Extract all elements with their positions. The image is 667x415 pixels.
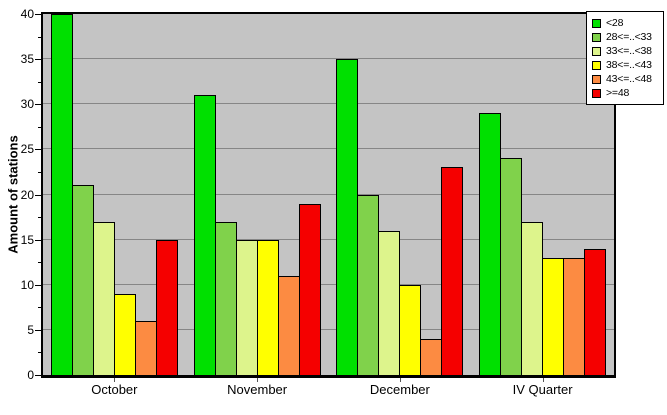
x-category-label-october: October [91, 382, 138, 397]
plot-area [41, 12, 616, 378]
gridline-15 [43, 238, 614, 240]
y-tick-minor [38, 217, 41, 219]
legend-item-0: <28 [592, 16, 660, 30]
x-tick [399, 378, 401, 382]
bar [500, 158, 523, 375]
legend-swatch-icon [592, 60, 601, 70]
y-tick-label-30: 30 [20, 97, 34, 112]
bar-group-iv-quarter [471, 14, 614, 375]
y-tick-label-25: 25 [20, 142, 34, 157]
bar [134, 320, 157, 375]
x-category-label-november: November [227, 382, 288, 397]
legend-swatch-icon [592, 88, 601, 98]
bar [113, 293, 136, 375]
bar [256, 239, 279, 375]
y-tick-major [35, 329, 41, 331]
y-tick-minor [38, 307, 41, 309]
bar [479, 113, 502, 375]
bar [92, 221, 115, 375]
legend-item-2: 33<=..<38 [592, 44, 660, 58]
y-tick-label-0: 0 [27, 368, 34, 382]
x-tick [542, 378, 544, 382]
bar-group-november [186, 14, 329, 375]
bar [50, 14, 73, 375]
bar [542, 257, 565, 375]
legend-item-3: 38<=..<43 [592, 58, 660, 72]
bar [420, 338, 443, 375]
gridline-35 [43, 58, 614, 60]
y-tick-major [35, 375, 41, 376]
bar [336, 59, 359, 375]
bar [563, 257, 586, 375]
legend-label: 43<=..<48 [606, 73, 652, 85]
x-tick [257, 378, 259, 382]
gridline-30 [43, 103, 614, 105]
legend-label: 38<=..<43 [606, 59, 652, 71]
y-tick-major [35, 284, 41, 286]
y-tick-major [35, 59, 41, 61]
x-category-label-december: December [369, 382, 430, 397]
bar [521, 221, 544, 375]
bar [71, 185, 94, 375]
y-tick-minor [38, 171, 41, 173]
legend-swatch-icon [592, 18, 601, 28]
bar [357, 194, 380, 375]
y-tick-label-20: 20 [20, 187, 34, 202]
y-tick-minor [38, 352, 41, 354]
bar [155, 239, 178, 375]
legend-label: 33<=..<38 [606, 45, 652, 57]
bar [235, 239, 258, 375]
bar-group-october [43, 14, 186, 375]
y-tick-label-35: 35 [20, 52, 34, 67]
y-tick-major [35, 104, 41, 106]
bar [399, 284, 422, 375]
legend-label: <28 [606, 17, 624, 29]
gridline-5 [43, 328, 614, 330]
y-tick-label-5: 5 [27, 322, 34, 337]
bar [214, 221, 237, 375]
legend-item-4: 43<=..<48 [592, 72, 660, 86]
legend-item-5: >=48 [592, 86, 660, 100]
gridline-10 [43, 283, 614, 285]
gridline-20 [43, 193, 614, 195]
bar [277, 275, 300, 375]
y-tick-minor [38, 81, 41, 83]
bar [193, 95, 216, 375]
legend-swatch-icon [592, 46, 601, 56]
y-tick-major [35, 149, 41, 151]
legend-item-1: 28<=..<33 [592, 30, 660, 44]
bar-groups [43, 14, 614, 375]
y-tick-label-10: 10 [20, 277, 34, 292]
legend: <28 28<=..<33 33<=..<38 38<=..<43 43<=..<48 >… [586, 11, 664, 105]
y-tick-minor [38, 262, 41, 264]
bar-group-december [329, 14, 472, 375]
y-tick-major [35, 239, 41, 241]
y-tick-major [35, 14, 41, 15]
y-tick-label-40: 40 [20, 7, 34, 21]
y-tick-minor [38, 36, 41, 38]
legend-swatch-icon [592, 74, 601, 84]
gridline-25 [43, 148, 614, 150]
bar [584, 248, 607, 375]
legend-swatch-icon [592, 32, 601, 42]
x-category-label-iv-quarter: IV Quarter [512, 382, 573, 397]
bar [441, 167, 464, 375]
bar [378, 230, 401, 375]
x-tick [114, 378, 116, 382]
legend-label: 28<=..<33 [606, 31, 652, 43]
y-tick-label-15: 15 [20, 232, 34, 247]
y-tick-minor [38, 126, 41, 128]
y-tick-major [35, 194, 41, 196]
legend-label: >=48 [606, 87, 630, 99]
bar [298, 203, 321, 375]
